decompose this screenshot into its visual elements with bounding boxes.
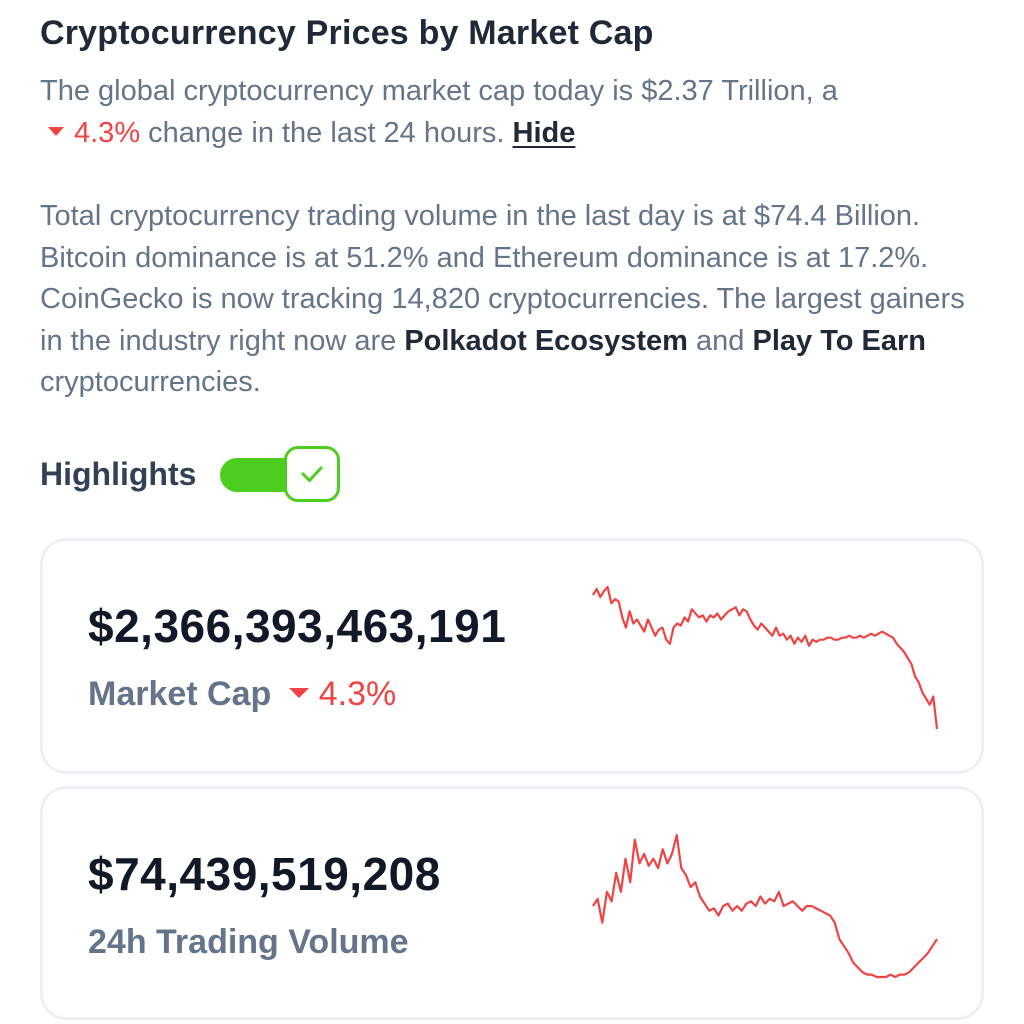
- caret-down-icon: [288, 688, 309, 699]
- sparkline-line: [592, 833, 938, 979]
- market-cap-value: $2,366,393,463,191: [88, 600, 507, 652]
- page-title: Cryptocurrency Prices by Market Cap: [40, 14, 654, 52]
- market-cap-label-row: Market Cap 4.3%: [88, 675, 396, 714]
- summary-text-suffix: change in the last 24 hours.: [148, 116, 505, 149]
- volume-summary-suffix: cryptocurrencies.: [40, 366, 261, 398]
- market-summary: The global cryptocurrency market cap tod…: [40, 71, 990, 154]
- hide-link[interactable]: Hide: [512, 116, 576, 149]
- market-cap-sparkline: [592, 585, 939, 730]
- market-cap-change-value: 4.3%: [318, 675, 397, 713]
- checkmark-icon: [301, 466, 323, 482]
- highlights-toggle[interactable]: [220, 446, 344, 502]
- volume-summary: Total cryptocurrency trading volume in t…: [40, 196, 990, 404]
- gainer-link-polkadot[interactable]: Polkadot Ecosystem: [404, 324, 688, 357]
- trading-volume-card[interactable]: $74,439,519,208 24h Trading Volume: [40, 786, 984, 1020]
- market-change-value: 4.3%: [74, 116, 141, 149]
- market-cap-change: 4.3%: [281, 675, 397, 713]
- market-cap-label: Market Cap: [88, 675, 272, 713]
- sparkline-line: [592, 585, 939, 730]
- gainer-link-play-to-earn[interactable]: Play To Earn: [752, 324, 927, 357]
- highlights-label: Highlights: [40, 455, 197, 492]
- volume-summary-text: Total cryptocurrency trading volume in t…: [40, 200, 965, 357]
- highlights-row: Highlights: [40, 446, 344, 502]
- toggle-knob: [284, 446, 341, 502]
- market-cap-card[interactable]: $2,366,393,463,191 Market Cap 4.3%: [40, 538, 984, 774]
- caret-down-icon: [48, 126, 64, 136]
- trading-volume-value: $74,439,519,208: [88, 848, 441, 900]
- trading-volume-label: 24h Trading Volume: [88, 923, 409, 961]
- and-text: and: [696, 324, 745, 357]
- summary-text: The global cryptocurrency market cap tod…: [40, 75, 838, 107]
- trading-volume-sparkline: [592, 833, 938, 979]
